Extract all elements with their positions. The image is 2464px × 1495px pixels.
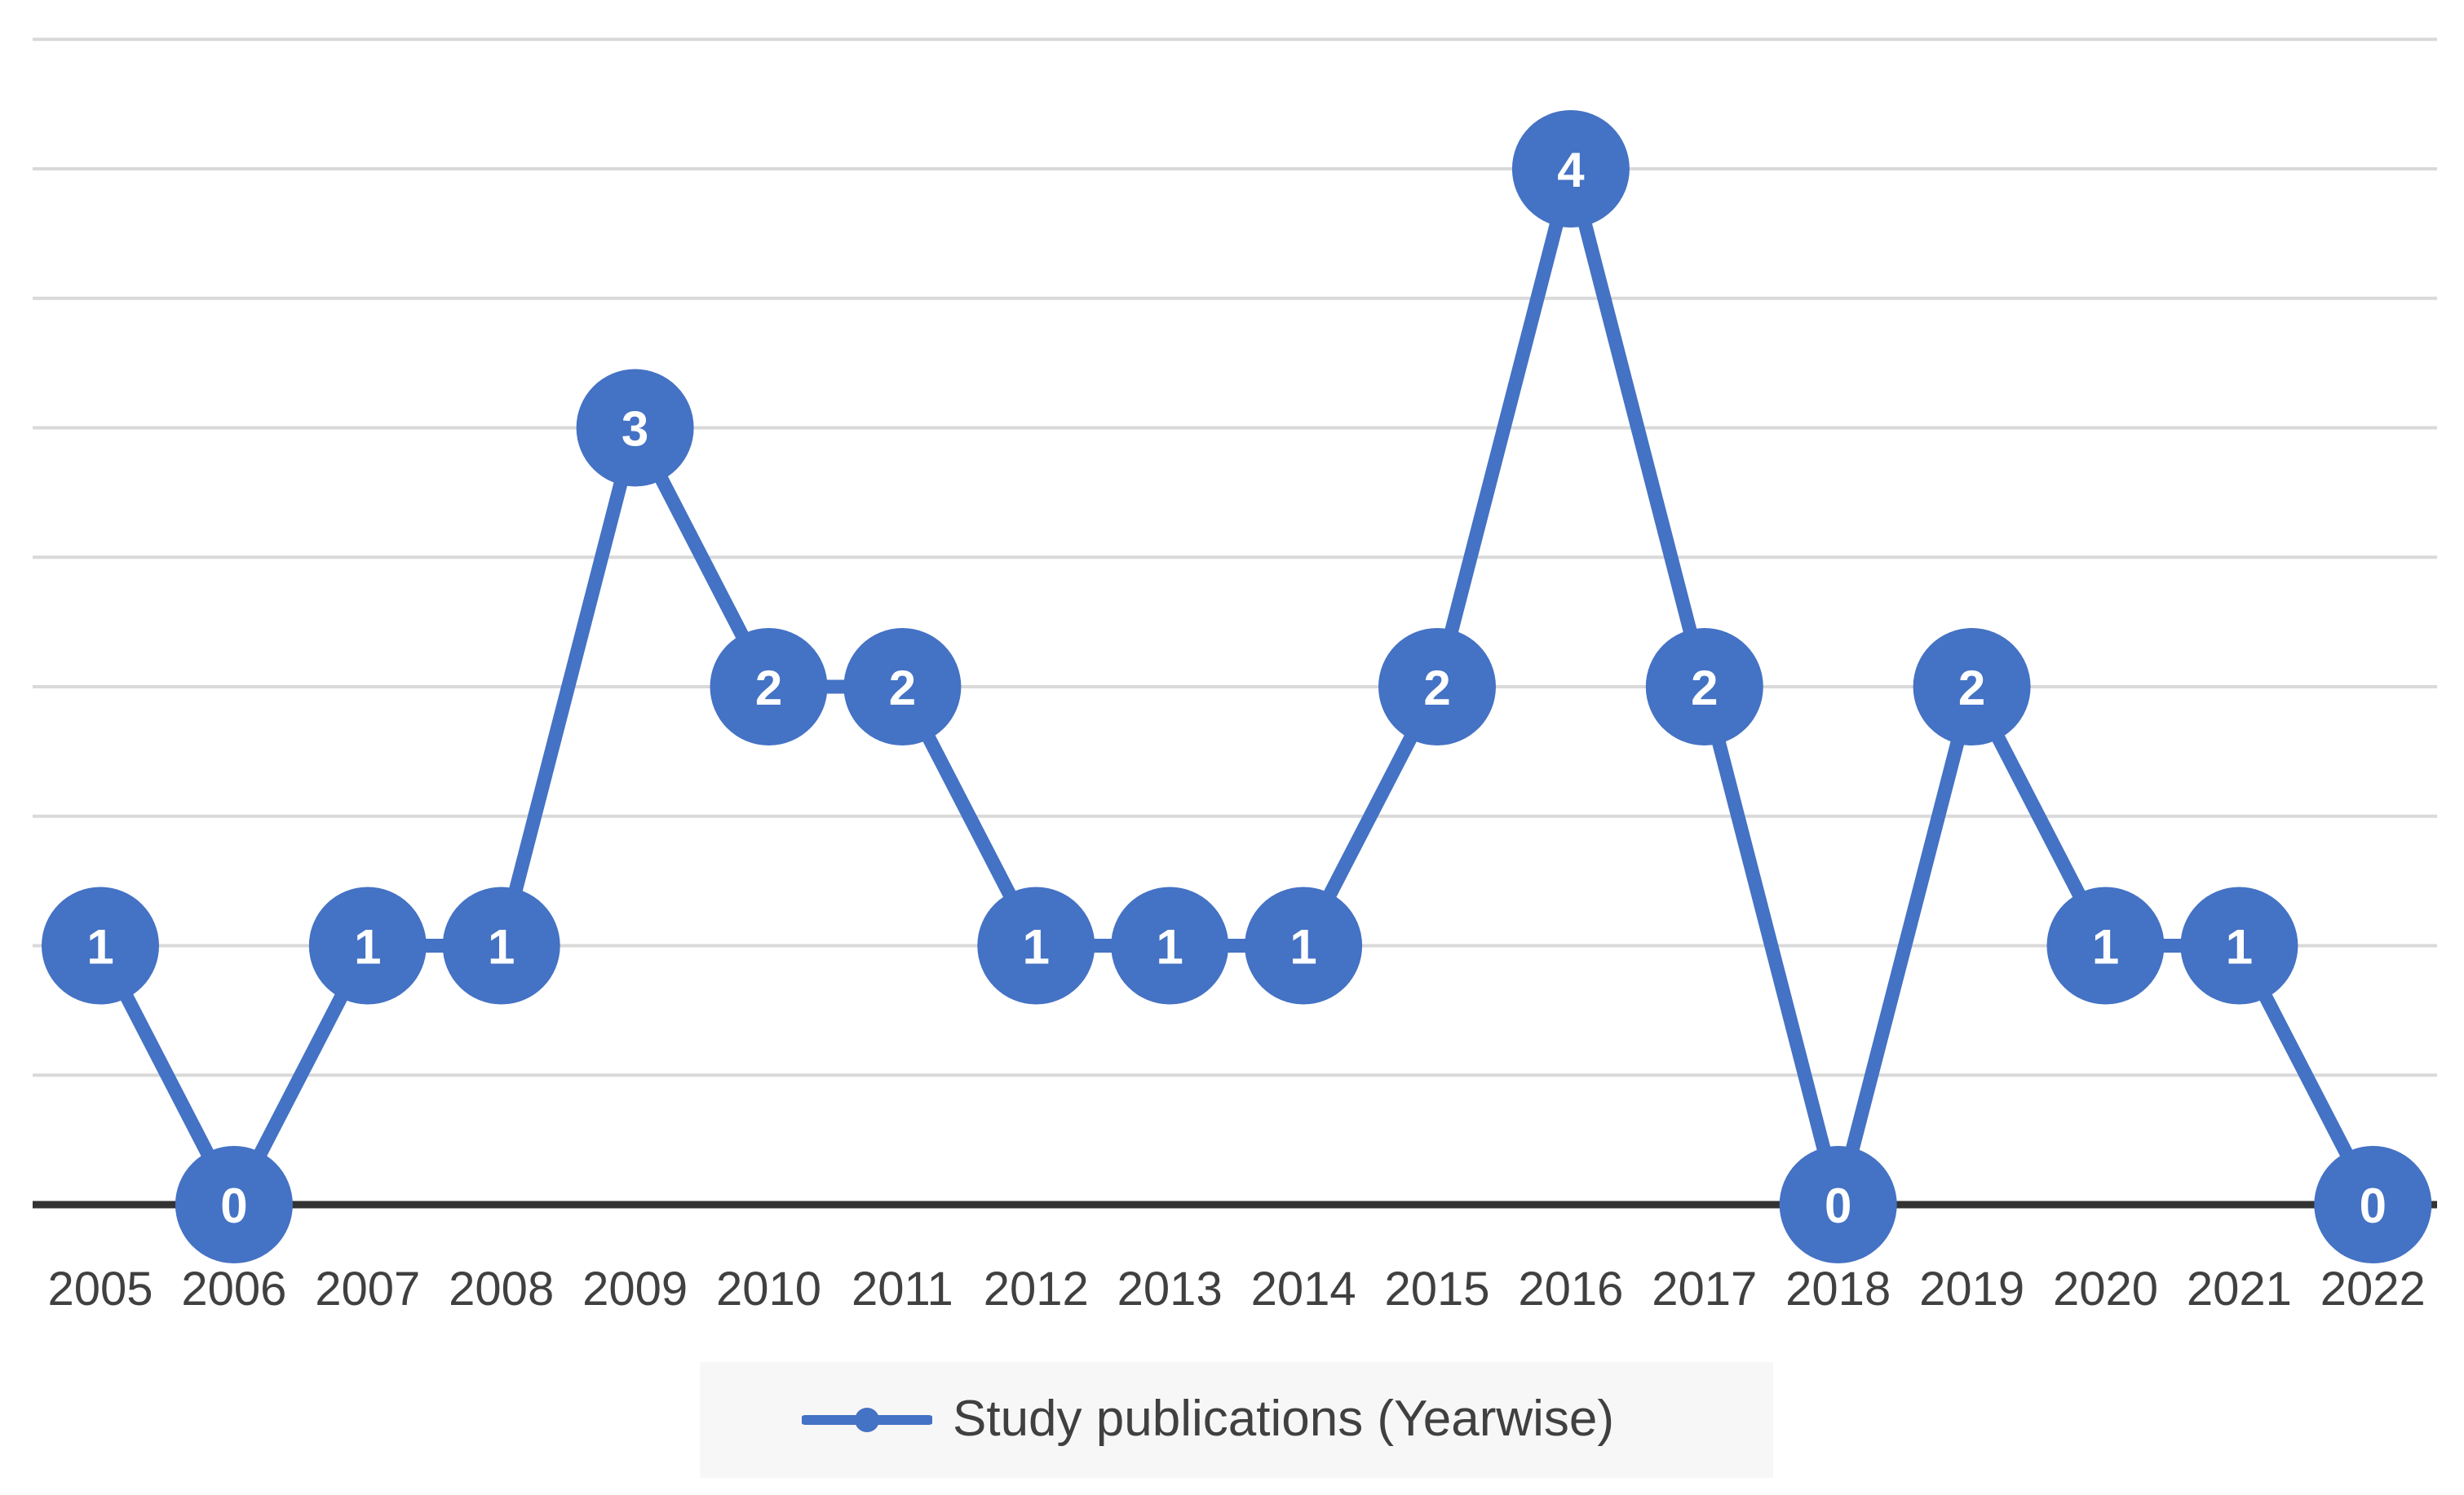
data-point-marker <box>843 628 962 745</box>
x-tick-label: 2013 <box>1117 1263 1223 1316</box>
data-label: 1 <box>86 920 113 975</box>
data-point-marker <box>308 887 427 1005</box>
data-label: 1 <box>2092 920 2119 975</box>
x-tick-label: 2016 <box>1518 1263 1623 1316</box>
x-tick-label: 2011 <box>852 1263 953 1316</box>
x-tick-label: 2022 <box>2320 1263 2426 1316</box>
data-point-marker <box>175 1146 293 1263</box>
data-label: 1 <box>354 920 381 975</box>
data-point: 1 <box>1111 887 1229 1005</box>
data-point-marker <box>1111 887 1229 1005</box>
data-label: 3 <box>622 402 648 457</box>
legend-label: Study publications (Yearwise) <box>953 1391 1615 1447</box>
data-point-marker <box>1645 628 1763 745</box>
data-point-marker <box>2046 887 2165 1005</box>
data-label: 2 <box>889 661 916 715</box>
data-point: 0 <box>2314 1146 2432 1263</box>
data-label: 0 <box>2360 1179 2387 1233</box>
x-axis-tick-labels: 2005 2006 2007 2008 2009 2010 2011 2012 2013 2014… <box>47 1263 2425 1316</box>
x-tick-label: 2014 <box>1251 1263 1356 1316</box>
data-label: 2 <box>1958 661 1985 715</box>
data-label: 2 <box>755 661 782 715</box>
data-point: 2 <box>710 628 828 745</box>
data-point-marker <box>1245 887 1363 1005</box>
data-markers: 1 0 1 1 3 2 2 1 1 1 2 4 2 0 2 1 1 0 <box>42 110 2432 1263</box>
data-point-marker <box>442 887 560 1005</box>
x-tick-label: 2018 <box>1785 1263 1891 1316</box>
data-point: 1 <box>42 887 159 1005</box>
x-tick-label: 2008 <box>449 1263 554 1316</box>
data-label: 2 <box>1423 661 1450 715</box>
x-tick-label: 2021 <box>2187 1263 2292 1316</box>
data-point: 1 <box>1245 887 1363 1005</box>
data-point: 2 <box>1913 628 2031 745</box>
data-point-marker <box>977 887 1095 1005</box>
legend-line-marker-icon <box>802 1408 932 1432</box>
x-tick-label: 2015 <box>1384 1263 1489 1316</box>
x-tick-label: 2019 <box>1919 1263 2024 1316</box>
data-point: 0 <box>1779 1146 1897 1263</box>
data-label: 1 <box>1023 920 1050 975</box>
data-label: 2 <box>1691 661 1718 715</box>
data-point-marker <box>1913 628 2031 745</box>
data-point: 2 <box>1645 628 1763 745</box>
x-tick-label: 2005 <box>47 1263 153 1316</box>
data-label: 1 <box>488 920 515 975</box>
data-label: 4 <box>1557 143 1585 197</box>
data-point-marker <box>1378 628 1496 745</box>
x-tick-label: 2020 <box>2053 1263 2158 1316</box>
data-point: 3 <box>576 369 694 487</box>
x-tick-label: 2017 <box>1652 1263 1757 1316</box>
data-label: 1 <box>2226 920 2253 975</box>
x-tick-label: 2006 <box>181 1263 286 1316</box>
x-tick-label: 2010 <box>716 1263 821 1316</box>
data-point-marker <box>2180 887 2298 1005</box>
data-point: 4 <box>1511 110 1630 228</box>
data-point-marker <box>1779 1146 1897 1263</box>
data-point: 1 <box>977 887 1095 1005</box>
data-label: 1 <box>1157 920 1183 975</box>
legend: Study publications (Yearwise) <box>700 1362 1773 1478</box>
data-point-marker <box>710 628 828 745</box>
x-tick-label: 2009 <box>582 1263 688 1316</box>
data-point: 1 <box>308 887 427 1005</box>
data-label: 1 <box>1290 920 1316 975</box>
x-tick-label: 2012 <box>984 1263 1089 1316</box>
data-point: 0 <box>175 1146 293 1263</box>
data-label: 0 <box>220 1179 247 1233</box>
data-label: 0 <box>1825 1179 1851 1233</box>
data-point-marker <box>42 887 159 1005</box>
data-point-marker <box>2314 1146 2432 1263</box>
data-point: 1 <box>442 887 560 1005</box>
data-point: 1 <box>2180 887 2298 1005</box>
data-point-marker <box>1511 110 1630 228</box>
data-point-marker <box>576 369 694 487</box>
x-tick-label: 2007 <box>315 1263 420 1316</box>
data-point: 2 <box>1378 628 1496 745</box>
data-point: 1 <box>2046 887 2165 1005</box>
data-point: 2 <box>843 628 962 745</box>
